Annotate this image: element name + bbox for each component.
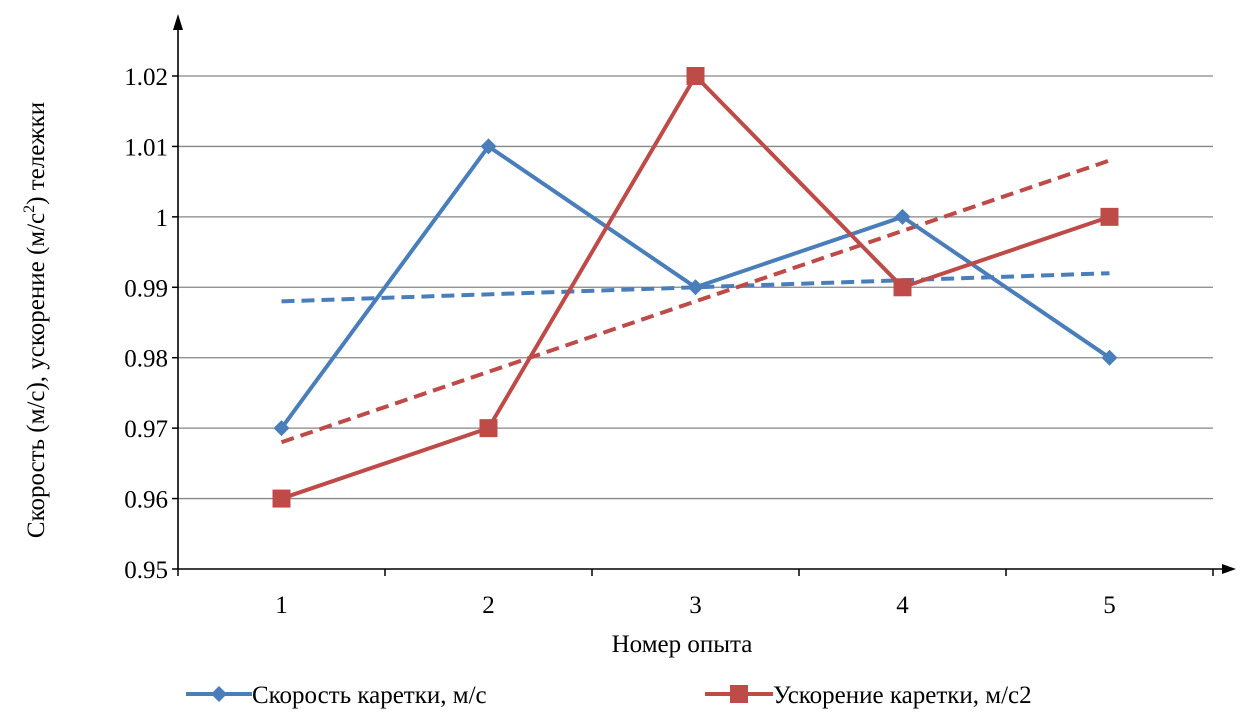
tick-labels: 0.95 0.96 0.97 0.98 0.99 1 1.01 1.02 1 2 3 4 5 — [124, 64, 1116, 619]
y-tick-label: 0.95 — [124, 557, 168, 584]
x-tick-label: 5 — [1103, 592, 1116, 619]
data-point-series-1 — [894, 208, 911, 225]
x-tick-label: 2 — [482, 592, 495, 619]
data-point-series-1 — [687, 279, 704, 296]
y-tick-label: 1.01 — [124, 134, 168, 161]
x-tick-label: 3 — [689, 592, 702, 619]
y-axis-title-part-1: Скорость (м/с), ускорение (м/с — [23, 213, 50, 538]
x-axis-arrow — [1222, 564, 1236, 574]
legend-marker-series-2 — [730, 685, 748, 703]
trendline-series-1 — [281, 271, 1110, 304]
x-tick-label: 4 — [896, 592, 909, 619]
y-tick-label: 0.96 — [124, 487, 168, 514]
legend: Скорость каретки, м/с Ускорение каретки, … — [186, 682, 1032, 709]
y-tick-label: 1 — [156, 205, 169, 232]
y-tick-label: 1.02 — [124, 64, 168, 91]
data-point-series-1 — [273, 420, 290, 437]
legend-label-series-1: Скорость каретки, м/с — [252, 682, 487, 709]
legend-label-series-2: Ускорение каретки, м/с2 — [773, 682, 1032, 709]
data-point-series-1 — [1101, 349, 1118, 366]
y-axis-title-superscript: 2 — [21, 205, 38, 213]
trendlines — [280, 158, 1111, 445]
data-point-series-2 — [686, 67, 705, 85]
data-point-series-1 — [480, 138, 497, 155]
x-tick-label: 1 — [275, 592, 288, 619]
data-point-series-2 — [479, 419, 498, 438]
axes — [172, 14, 1236, 576]
data-point-series-2 — [1100, 207, 1119, 226]
y-axis-title: Скорость (м/с), ускорение (м/с2) тележки — [21, 102, 50, 538]
data-point-series-2 — [893, 278, 912, 297]
gridlines — [178, 75, 1213, 500]
trendline-series-2 — [280, 158, 1111, 445]
x-axis-title: Номер опыта — [612, 631, 753, 658]
y-axis-title-part-3: ) тележки — [23, 102, 50, 205]
y-tick-label: 0.98 — [124, 346, 168, 373]
y-tick-label: 0.97 — [124, 416, 168, 443]
legend-marker-series-1 — [211, 686, 227, 702]
y-axis-arrow — [173, 14, 183, 30]
series-group — [272, 67, 1119, 508]
y-tick-label: 0.99 — [124, 275, 168, 302]
data-point-series-2 — [272, 489, 291, 508]
